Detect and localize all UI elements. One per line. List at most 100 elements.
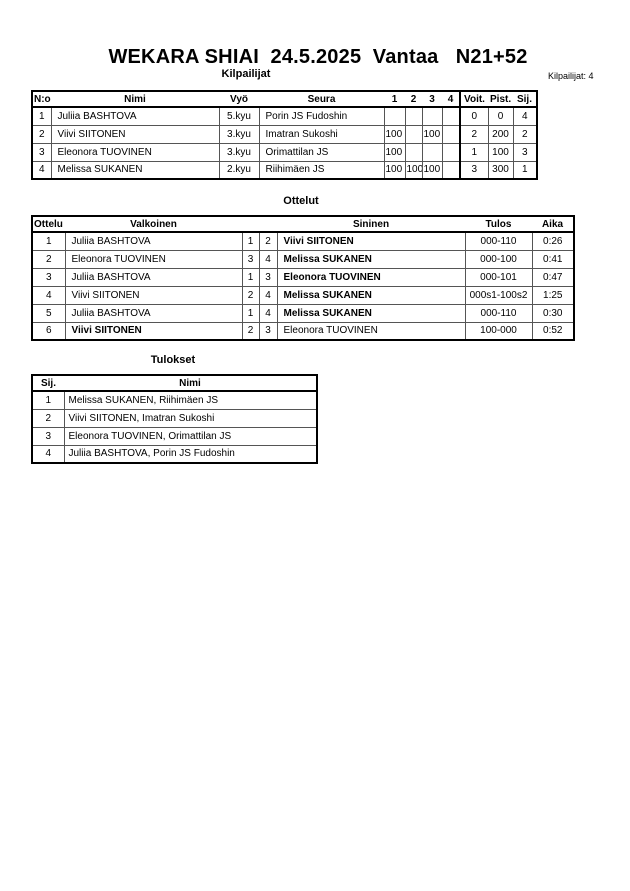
results-table: Sij. Nimi 1 Melissa SUKANEN, Riihimäen JS 2 V… — [31, 374, 318, 464]
table-cell: 100 — [383, 142, 406, 162]
match-result: 000s1-100s2 — [464, 285, 533, 305]
match-result: 100-000 — [464, 321, 533, 341]
table-cell — [441, 160, 461, 180]
competitors-section-title: Kilpailijat — [221, 68, 271, 80]
table-cell: 100 — [421, 124, 443, 144]
competitor-row: 3 Eleonora TUOVINEN 3.kyu Orimattilan JS 100… — [31, 142, 538, 162]
match-b: 3 — [258, 321, 278, 341]
column-header: Sininen — [277, 215, 465, 233]
table-cell: 100 — [487, 142, 514, 162]
matches-section-title: Ottelut — [283, 195, 319, 207]
table-cell — [383, 106, 406, 126]
match-no: 2 — [31, 249, 66, 269]
table-cell: 1 — [31, 390, 65, 410]
column-header: Nimi — [64, 374, 317, 392]
match-w: 2 — [241, 321, 260, 341]
table-cell: 3 — [512, 142, 538, 162]
result-row: 4 Juliia BASHTOVA, Porin JS Fudoshin — [31, 444, 318, 464]
match-row: 6 Viivi SIITONEN 2 3 Eleonora TUOVINEN 100-00… — [31, 321, 575, 341]
match-b: 2 — [258, 231, 278, 251]
matches-table: Ottelu Valkoinen Sininen Tulos Aika 1 Juliia B… — [31, 215, 575, 341]
table-cell: Eleonora TUOVINEN, Orimattilan JS — [63, 426, 318, 446]
match-blue: Melissa SUKANEN — [276, 249, 466, 269]
match-no: 5 — [31, 303, 66, 323]
table-cell — [441, 142, 461, 162]
result-row: 3 Eleonora TUOVINEN, Orimattilan JS — [31, 426, 318, 446]
match-blue: Eleonora TUOVINEN — [276, 321, 466, 341]
match-result: 000-110 — [464, 231, 533, 251]
table-cell: 2.kyu — [218, 160, 260, 180]
match-result: 000-100 — [464, 249, 533, 269]
result-row: 1 Melissa SUKANEN, Riihimäen JS — [31, 390, 318, 410]
match-blue: Melissa SUKANEN — [276, 303, 466, 323]
match-w: 2 — [241, 285, 260, 305]
table-cell — [421, 106, 443, 126]
table-cell: 4 — [31, 160, 52, 180]
competitors-count: Kilpailijat: 4 — [548, 71, 594, 81]
table-cell: Viivi SIITONEN, Imatran Sukoshi — [63, 408, 318, 428]
match-b: 4 — [258, 249, 278, 269]
match-w: 1 — [241, 267, 260, 287]
match-white: Juliia BASHTOVA — [64, 303, 243, 323]
table-cell: Melissa SUKANEN — [50, 160, 220, 180]
table-cell: 1 — [31, 106, 52, 126]
match-row: 4 Viivi SIITONEN 2 4 Melissa SUKANEN 000s1-10… — [31, 285, 575, 305]
table-cell: 2 — [31, 124, 52, 144]
page-title: WEKARA SHIAI 24.5.2025 Vantaa N21+52 — [108, 46, 528, 68]
column-header: Nimi — [51, 90, 219, 108]
table-cell: 3 — [31, 426, 65, 446]
competitors-table: N:o Nimi Vyö Seura 1 2 3 4 Voit. Pist. Sij. 1 Juliia… — [31, 90, 538, 180]
results-section-title: Tulokset — [150, 354, 196, 366]
table-cell — [441, 106, 461, 126]
match-w: 3 — [241, 249, 260, 269]
column-header — [242, 215, 259, 233]
match-row: 3 Juliia BASHTOVA 1 3 Eleonora TUOVINEN 000-1… — [31, 267, 575, 287]
column-header: Sij. — [513, 90, 537, 108]
column-header: 4 — [442, 90, 460, 108]
match-no: 4 — [31, 285, 66, 305]
table-cell — [421, 142, 443, 162]
match-result: 000-101 — [464, 267, 533, 287]
match-no: 3 — [31, 267, 66, 287]
match-b: 4 — [258, 285, 278, 305]
match-b: 3 — [258, 267, 278, 287]
match-time: 0:52 — [531, 321, 575, 341]
table-cell: Melissa SUKANEN, Riihimäen JS — [63, 390, 318, 410]
match-time: 0:47 — [531, 267, 575, 287]
table-cell: 2 — [512, 124, 538, 144]
match-time: 0:41 — [531, 249, 575, 269]
competitor-row: 2 Viivi SIITONEN 3.kyu Imatran Sukoshi 100 10… — [31, 124, 538, 144]
table-cell: 3 — [459, 160, 489, 180]
table-cell: 200 — [487, 124, 514, 144]
column-header: Aika — [532, 215, 574, 233]
table-cell — [404, 142, 423, 162]
table-cell: 2 — [31, 408, 65, 428]
match-result: 000-110 — [464, 303, 533, 323]
match-row: 5 Juliia BASHTOVA 1 4 Melissa SUKANEN 000-110… — [31, 303, 575, 323]
match-white: Juliia BASHTOVA — [64, 231, 243, 251]
match-blue: Eleonora TUOVINEN — [276, 267, 466, 287]
match-w: 1 — [241, 231, 260, 251]
table-cell: Viivi SIITONEN — [50, 124, 220, 144]
result-row: 2 Viivi SIITONEN, Imatran Sukoshi — [31, 408, 318, 428]
match-row: 2 Eleonora TUOVINEN 3 4 Melissa SUKANEN 000-1… — [31, 249, 575, 269]
match-w: 1 — [241, 303, 260, 323]
match-time: 1:25 — [531, 285, 575, 305]
column-header: Pist. — [488, 90, 513, 108]
table-cell: 0 — [487, 106, 514, 126]
match-blue: Viivi SIITONEN — [276, 231, 466, 251]
table-cell: Porin JS Fudoshin — [258, 106, 385, 126]
competitor-row: 4 Melissa SUKANEN 2.kyu Riihimäen JS 100 100 1… — [31, 160, 538, 180]
table-cell: 100 — [421, 160, 443, 180]
table-cell — [404, 124, 423, 144]
table-cell — [404, 106, 423, 126]
table-cell: 2 — [459, 124, 489, 144]
column-header: Seura — [259, 90, 384, 108]
column-header: Valkoinen — [65, 215, 242, 233]
column-header: 1 — [384, 90, 405, 108]
column-header: Voit. — [459, 90, 488, 108]
table-cell: 3.kyu — [218, 142, 260, 162]
table-cell: Juliia BASHTOVA, Porin JS Fudoshin — [63, 444, 318, 464]
column-header: Ottelu — [32, 215, 65, 233]
table-cell: Eleonora TUOVINEN — [50, 142, 220, 162]
